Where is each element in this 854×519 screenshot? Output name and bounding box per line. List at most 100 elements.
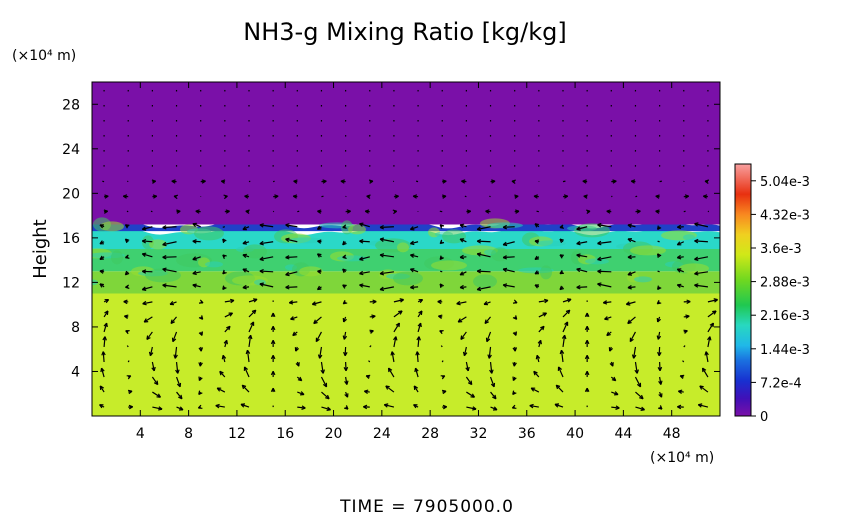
wind-arrow bbox=[409, 240, 419, 246]
wind-arrow bbox=[576, 284, 588, 290]
wind-arrow bbox=[192, 239, 201, 244]
wind-arrow bbox=[442, 179, 447, 184]
wind-arrow bbox=[124, 238, 130, 244]
wind-arrow bbox=[459, 271, 467, 276]
wind-arrow bbox=[296, 376, 303, 382]
wind-arrow bbox=[415, 351, 420, 363]
wind-arrow bbox=[293, 179, 298, 184]
wind-arrow bbox=[512, 299, 518, 304]
wind-arrow bbox=[694, 238, 708, 244]
wind-arrow bbox=[342, 284, 347, 289]
wind-arrow bbox=[198, 346, 204, 352]
wind-arrow bbox=[317, 346, 323, 359]
wind-arrow bbox=[222, 254, 227, 259]
wind-arrow bbox=[459, 238, 467, 243]
wind-arrow bbox=[538, 298, 549, 304]
x-tick-label: 4 bbox=[136, 426, 145, 442]
colorbar-tick-label: 0 bbox=[760, 410, 768, 425]
wind-arrow bbox=[485, 331, 492, 343]
wind-arrow bbox=[484, 316, 491, 325]
wind-arrow bbox=[379, 286, 395, 292]
wind-arrow bbox=[99, 269, 105, 274]
wind-arrow bbox=[657, 405, 663, 410]
wind-arrow bbox=[489, 361, 494, 374]
wind-arrow bbox=[169, 300, 177, 306]
field-patch bbox=[397, 242, 409, 253]
wind-arrow bbox=[343, 405, 349, 410]
x-axis: 4 8 12 16 20 24 28 32 36 40 44 48 bbox=[136, 82, 681, 442]
wind-arrow bbox=[224, 209, 230, 214]
wind-arrow bbox=[410, 284, 419, 290]
wind-arrow bbox=[610, 376, 617, 382]
wind-arrow bbox=[285, 271, 298, 277]
wind-arrow bbox=[559, 269, 564, 275]
wind-arrow bbox=[584, 340, 590, 347]
wind-arrow bbox=[126, 375, 132, 380]
wind-arrow bbox=[223, 194, 228, 200]
wind-arrow bbox=[385, 385, 395, 393]
wind-arrow bbox=[415, 180, 419, 183]
wind-arrow bbox=[534, 284, 540, 289]
wind-arrow bbox=[379, 270, 395, 276]
x-tick-label: 12 bbox=[228, 426, 246, 442]
wind-arrow bbox=[533, 370, 540, 378]
wind-arrow bbox=[393, 336, 398, 348]
wind-arrow bbox=[259, 282, 274, 288]
wind-arrow bbox=[368, 179, 374, 184]
wind-arrow bbox=[288, 300, 298, 305]
wind-arrow bbox=[340, 179, 346, 184]
wind-arrow bbox=[466, 406, 477, 411]
wind-arrow bbox=[512, 376, 517, 382]
wind-arrow bbox=[656, 316, 662, 323]
wind-arrow bbox=[369, 314, 376, 319]
wind-arrow bbox=[536, 210, 539, 213]
wind-arrow bbox=[611, 391, 619, 396]
wind-arrow bbox=[321, 195, 324, 198]
wind-arrow bbox=[562, 194, 569, 199]
wind-arrow bbox=[245, 349, 251, 363]
wind-arrow bbox=[635, 391, 644, 400]
colorbar-tick-label: 2.88e-3 bbox=[760, 276, 810, 291]
wind-arrow bbox=[127, 180, 129, 183]
wind-arrow bbox=[634, 376, 642, 388]
wind-arrow bbox=[456, 300, 467, 306]
wind-arrow bbox=[576, 226, 588, 231]
wind-arrow bbox=[514, 209, 520, 214]
wind-arrow bbox=[171, 331, 178, 343]
field-patch bbox=[299, 266, 323, 277]
wind-arrow bbox=[512, 361, 517, 367]
wind-arrow bbox=[676, 283, 684, 289]
field-patch bbox=[111, 250, 123, 265]
wind-arrow bbox=[343, 361, 349, 372]
wind-arrow bbox=[248, 180, 251, 183]
wind-arrow bbox=[512, 346, 518, 352]
wind-arrow bbox=[342, 331, 348, 340]
wind-arrow bbox=[604, 316, 612, 321]
wind-arrow bbox=[657, 225, 662, 231]
wind-arrow bbox=[222, 226, 226, 228]
y-axis-unit: (×10⁴ m) bbox=[12, 48, 76, 64]
wind-arrow bbox=[321, 406, 331, 411]
wind-arrow bbox=[534, 223, 540, 228]
wind-arrow bbox=[342, 254, 347, 259]
wind-arrow bbox=[625, 301, 636, 306]
wind-arrow bbox=[635, 209, 641, 214]
heatmap-field bbox=[92, 82, 720, 416]
wind-arrow bbox=[316, 253, 322, 258]
wind-arrow bbox=[171, 179, 177, 184]
wind-arrow bbox=[192, 256, 201, 261]
wind-arrow bbox=[379, 237, 395, 243]
colorbar-tick-label: 7.2e-4 bbox=[760, 376, 802, 391]
wind-arrow bbox=[152, 391, 162, 398]
wind-arrow bbox=[259, 268, 274, 274]
wind-arrow bbox=[511, 404, 517, 409]
wind-arrow bbox=[344, 376, 349, 385]
wind-arrow bbox=[345, 195, 347, 198]
wind-arrow bbox=[460, 331, 467, 340]
wind-arrow bbox=[124, 314, 129, 319]
wind-arrow bbox=[272, 210, 275, 213]
wind-arrow bbox=[701, 367, 709, 378]
wind-arrow bbox=[611, 405, 620, 410]
wind-arrow bbox=[576, 240, 588, 246]
wind-arrow bbox=[554, 403, 564, 408]
